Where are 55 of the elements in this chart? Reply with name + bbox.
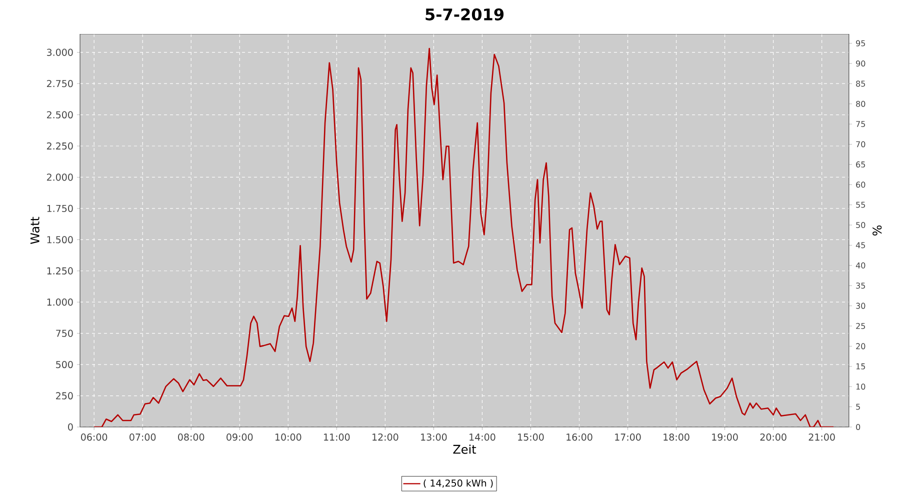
y2-tick-label: 45 bbox=[856, 242, 866, 248]
y2-tick-label: 75 bbox=[856, 121, 866, 128]
x-tick-label: 13:00 bbox=[421, 434, 447, 441]
x-tick-label: 06:00 bbox=[81, 434, 108, 441]
y2-axis-title: % bbox=[872, 225, 882, 236]
y2-tick-label: 15 bbox=[856, 363, 866, 370]
y2-tick-label: 85 bbox=[856, 80, 866, 87]
y-tick-label: 1.250 bbox=[47, 267, 73, 274]
x-tick-label: 18:00 bbox=[664, 434, 690, 441]
y2-tick-label: 5 bbox=[856, 404, 860, 410]
x-tick-label: 20:00 bbox=[760, 434, 786, 441]
y2-tick-label: 90 bbox=[856, 60, 866, 66]
y2-tick-label: 50 bbox=[856, 222, 866, 228]
y-tick-label: 2.000 bbox=[46, 174, 73, 181]
y-tick-label: 1.500 bbox=[47, 236, 73, 244]
y-tick-label: 250 bbox=[56, 392, 73, 400]
x-tick-label: 08:00 bbox=[178, 434, 204, 441]
y-tick-label: 500 bbox=[56, 360, 73, 368]
x-tick-label: 09:00 bbox=[226, 434, 253, 441]
x-tick-label: 15:00 bbox=[518, 434, 544, 441]
y2-tick-label: 60 bbox=[856, 182, 866, 188]
y2-tick-label: 20 bbox=[856, 343, 866, 350]
x-tick-label: 19:00 bbox=[712, 434, 738, 441]
y2-tick-label: 30 bbox=[856, 302, 866, 309]
x-tick-label: 14:00 bbox=[470, 434, 496, 441]
x-tick-label: 12:00 bbox=[372, 434, 398, 441]
legend-label: ( 14,250 kWh ) bbox=[424, 479, 493, 488]
y2-tick-label: 40 bbox=[856, 262, 866, 268]
chart-title: 5-7-2019 bbox=[426, 8, 504, 20]
y2-tick-label: 70 bbox=[856, 141, 866, 148]
x-tick-label: 11:00 bbox=[324, 434, 350, 441]
y-tick-label: 3.000 bbox=[47, 48, 73, 56]
y-tick-label: 1.000 bbox=[47, 298, 73, 306]
y-axis-title: Watt bbox=[30, 216, 40, 244]
y2-tick-label: 65 bbox=[856, 161, 866, 168]
x-tick-label: 16:00 bbox=[566, 434, 592, 441]
x-tick-label: 21:00 bbox=[808, 434, 835, 441]
y2-tick-label: 80 bbox=[856, 100, 866, 107]
x-tick-label: 10:00 bbox=[276, 434, 302, 441]
y2-tick-label: 25 bbox=[856, 322, 866, 330]
y2-tick-label: 35 bbox=[856, 282, 866, 289]
y-tick-label: 2.750 bbox=[46, 80, 73, 88]
y2-tick-label: 95 bbox=[856, 40, 866, 46]
y2-tick-label: 10 bbox=[856, 384, 866, 390]
x-axis-title: Zeit bbox=[453, 444, 476, 454]
y-tick-label: 1.750 bbox=[47, 204, 73, 212]
y2-tick-label: 55 bbox=[856, 202, 866, 208]
y-tick-label: 750 bbox=[56, 330, 73, 337]
y-tick-label: 2.500 bbox=[46, 111, 73, 118]
x-tick-label: 07:00 bbox=[130, 434, 156, 441]
x-tick-label: 17:00 bbox=[615, 434, 641, 441]
y-tick-label: 0 bbox=[68, 423, 73, 431]
y2-tick-label: 0 bbox=[856, 424, 860, 430]
line-series bbox=[93, 48, 834, 427]
y-tick-label: 2.250 bbox=[46, 142, 73, 150]
